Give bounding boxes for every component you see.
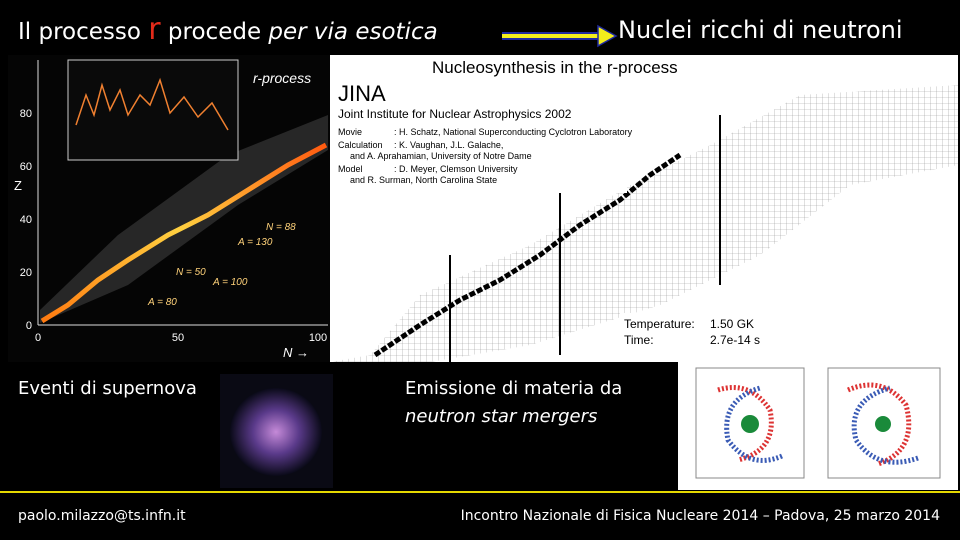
credit-label: Model [338,164,363,174]
y-tick-label: 60 [20,161,32,173]
credit-line: : D. Meyer, Clemson University [394,164,518,174]
footer-event: Incontro Nazionale di Fisica Nucleare 20… [460,508,940,524]
figure-title: Nucleosynthesis in the r-process [432,58,678,77]
plot-annotation: A = 80 [147,297,177,308]
temperature: 1.50 GK [710,317,754,331]
arrow [502,24,618,48]
time-label: Time: [624,333,654,347]
chart-of-nuclides-plot: r-process Z N → 0 20 40 60 80 0 50 100 N = 88 N =… [8,55,330,362]
credit-line: and R. Surman, North Carolina State [350,175,497,185]
x-tick-label: 0 [35,332,41,344]
merger-image [678,360,958,490]
y-axis-label: Z [14,178,22,193]
title-part: Il processo [18,19,141,45]
arrow-target: Nuclei ricchi di neutroni [618,16,903,44]
plot-annotation: N = 50 [176,267,206,278]
r-process-chart: Nucleosynthesis in the r-process JINA Jo… [330,55,958,362]
credit-line: and A. Aprahamian, University of Notre D… [350,151,532,161]
plot-annotation: A = 100 [212,277,248,288]
title-part: procede [167,19,262,45]
title-italic: per via esotica [268,19,438,45]
credit-label: Calculation [338,140,383,150]
slide-title: Il processo r procede per via esotica [18,12,438,47]
credit-line: : H. Schatz, National Superconducting Cy… [394,127,633,137]
credit-line: : K. Vaughan, J.L. Galache, [394,140,503,150]
y-tick-label: 80 [20,108,32,120]
title-r: r [148,12,161,47]
footer-rule [0,491,960,493]
merger-caption: Emissione di materia da [405,378,623,399]
logo: JINA [338,81,386,106]
temperature-label: Temperature: [624,317,695,331]
supernova-caption: Eventi di supernova [18,378,197,399]
time: 2.7e-14 s [710,333,760,347]
supernova-image [220,374,333,488]
institute: Joint Institute for Nuclear Astrophysics… [338,107,572,121]
plot-annotation: A = 130 [237,237,273,248]
inset-label: r-process [253,70,311,86]
footer-email: paolo.milazzo@ts.infn.it [18,508,186,524]
y-tick-label: 40 [20,214,32,226]
merger-caption: neutron star mergers [405,406,598,427]
x-tick-label: 50 [172,332,184,344]
x-tick-label: 100 [309,332,327,344]
y-tick-label: 20 [20,267,32,279]
plot-annotation: N = 88 [266,222,296,233]
x-axis-label: N → [283,345,309,360]
credit-label: Movie [338,127,362,137]
y-tick-label: 0 [26,320,32,332]
